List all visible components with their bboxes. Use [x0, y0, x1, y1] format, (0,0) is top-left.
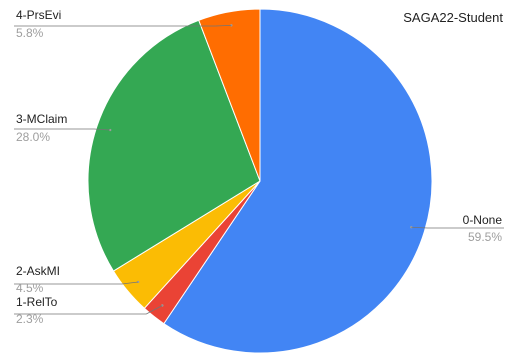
slice-label: 0-None	[463, 213, 503, 227]
slice-percent-label: 2.3%	[16, 312, 44, 326]
slice-label: 3-MClaim	[16, 112, 67, 126]
label-leader-lines	[14, 24, 504, 315]
pie-slice-0-none	[163, 8, 433, 354]
slice-label: 1-RelTo	[16, 295, 58, 309]
slice-label: 4-PrsEvi	[16, 8, 61, 22]
pie-slice-3-mclaim	[87, 19, 261, 272]
pie-slices	[87, 8, 433, 354]
chart-title: SAGA22-Student	[403, 10, 503, 25]
slice-percent-label: 4.5%	[16, 281, 44, 295]
slice-label: 2-AskMI	[16, 264, 60, 278]
leader-dot	[230, 24, 233, 27]
leader-line	[14, 128, 111, 131]
leader-line	[14, 281, 139, 285]
leader-line	[14, 24, 232, 27]
slice-percent-label: 28.0%	[16, 130, 50, 144]
leader-line	[411, 226, 504, 229]
pie-slice-4-prsevi	[198, 8, 261, 182]
slice-labels: 0-None 59.5% 1-RelTo 2.3% 2-AskMI 4.5% 3-MClai…	[16, 8, 502, 326]
slice-percent-label: 59.5%	[468, 230, 502, 244]
leader-line	[14, 305, 163, 315]
slice-percent-label: 5.8%	[16, 26, 44, 40]
